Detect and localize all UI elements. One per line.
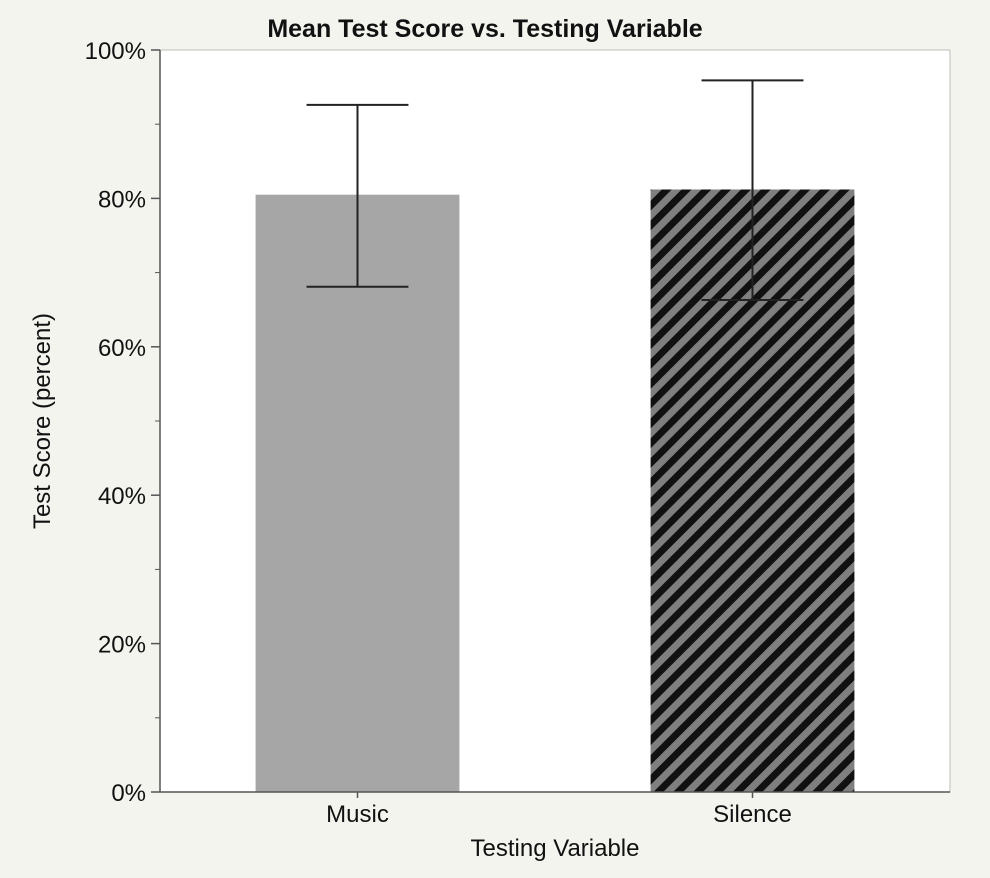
y-tick-label: 40% — [98, 483, 146, 510]
y-tick-label: 60% — [98, 335, 146, 362]
error-bars — [306, 79, 804, 302]
bar-music — [255, 194, 460, 792]
y-tick-label: 80% — [98, 186, 146, 213]
y-axis: 0% 20% 40% 60% 80% 100% — [85, 38, 161, 807]
x-tick-label-music: Music — [326, 801, 389, 828]
y-axis-label: Test Score (percent) — [29, 313, 56, 529]
x-axis: Music Silence — [160, 791, 950, 828]
y-tick-label: 20% — [98, 632, 146, 659]
y-tick-label: 100% — [85, 38, 146, 65]
y-tick-label: 0% — [111, 780, 146, 807]
x-axis-label: Testing Variable — [471, 835, 640, 862]
x-tick-label-silence: Silence — [713, 801, 792, 828]
chart-title: Mean Test Score vs. Testing Variable — [267, 15, 702, 43]
